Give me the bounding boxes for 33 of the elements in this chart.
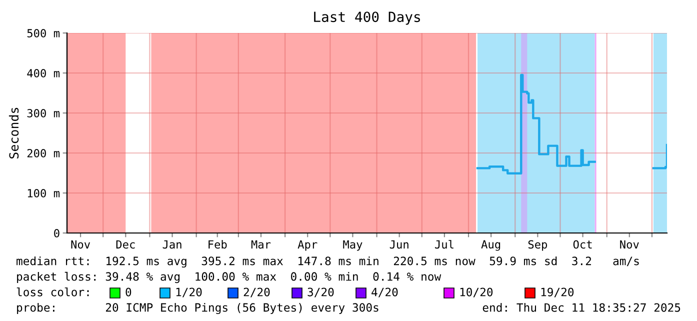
text: 3/20 bbox=[308, 288, 334, 298]
y-axis-title: Seconds bbox=[8, 108, 19, 158]
text: end: Thu Dec 11 18:35:27 2025 bbox=[482, 303, 680, 312]
x-tick-label: May bbox=[343, 240, 362, 251]
text: 4/20 bbox=[372, 288, 398, 298]
x-tick-label: Nov bbox=[620, 240, 639, 249]
x-tick-label: Apr bbox=[298, 240, 318, 251]
x-tick-label: Dec bbox=[116, 240, 135, 249]
x-tick-label: Jun bbox=[390, 240, 408, 249]
x-tick-label: Sep bbox=[528, 240, 548, 251]
x-tick-label: Jan bbox=[162, 240, 182, 249]
text: 2/20 bbox=[244, 288, 270, 298]
x-tick-label: Nov bbox=[71, 240, 90, 249]
x-tick-label: Mar bbox=[251, 240, 271, 249]
x-tick-label: Aug bbox=[481, 240, 500, 251]
text: 19/20 bbox=[541, 288, 574, 298]
y-tick-label: 200 m bbox=[27, 149, 60, 158]
text: median rtt: 192.5 ms avg 395.2 ms max 147.8 ms min 220.5 ms now 59.9 ms sd 3.2 am/s bbox=[16, 256, 639, 268]
y-tick-label: 0 bbox=[54, 229, 60, 238]
y-tick-label: 400 m bbox=[27, 69, 60, 78]
text: 0 bbox=[126, 288, 132, 296]
text: probe: 20 ICMP Echo Pings (56 Bytes) every 300s bbox=[17, 302, 378, 314]
x-tick-label: Oct bbox=[573, 240, 592, 249]
y-tick-label: 100 m bbox=[28, 189, 60, 198]
y-tick-label: 300 m bbox=[27, 109, 60, 118]
text: 10/20 bbox=[460, 288, 493, 298]
text: 1/20 bbox=[176, 288, 202, 298]
text: packet loss: 39.48 % avg 100.00 % max 0.00 % min 0.14 % now bbox=[17, 272, 442, 284]
x-tick-label: Feb bbox=[208, 240, 227, 249]
chart-title: Last 400 Days bbox=[314, 12, 420, 25]
x-tick-label: Jul bbox=[435, 240, 454, 249]
text: loss color: bbox=[16, 287, 89, 296]
y-tick-label: 500 m bbox=[27, 29, 60, 38]
